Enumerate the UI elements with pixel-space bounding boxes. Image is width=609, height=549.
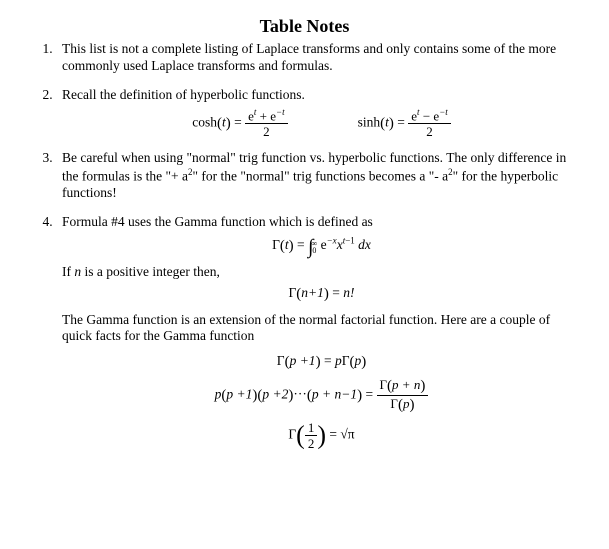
gamma-n1-formula: Γ(n+1) = n! <box>62 285 581 304</box>
gamma-n1-eq: = <box>329 285 343 300</box>
sinh-eq: = <box>394 114 408 129</box>
note-4-text-a: Formula #4 uses the Gamma function which… <box>62 214 373 229</box>
sinh-frac: et − e−t2 <box>408 108 451 138</box>
gamma-tm1-b: −1 <box>345 235 355 245</box>
gamma-n1-arg: n+1 <box>301 285 324 300</box>
note-4-text-c: is a positive integer then, <box>81 264 220 279</box>
f3-eq: = <box>326 427 340 442</box>
f2-p2: p +2 <box>262 387 288 402</box>
f2-eq: = <box>362 387 376 402</box>
f3-rhs: √π <box>340 427 354 442</box>
sinh-label: sinh <box>358 114 381 129</box>
f2-pn1: p + n−1 <box>312 387 357 402</box>
note-1-text: This list is not a complete listing of L… <box>62 41 556 73</box>
gamma-def-eq: = <box>294 237 308 252</box>
gamma-fact1: Γ(p +1) = pΓ(p) <box>62 353 581 372</box>
gamma-n1-rhs: n! <box>343 285 354 300</box>
cosh-formula: cosh(t) = et + e−t2 <box>192 108 287 138</box>
f1-eq: = <box>321 353 335 368</box>
cosh-exp2: −t <box>276 107 285 117</box>
note-3: Be careful when using "normal" trig func… <box>56 150 581 202</box>
f3-frac: 12 <box>305 421 318 450</box>
note-4: Formula #4 uses the Gamma function which… <box>56 214 581 450</box>
notes-list: This list is not a complete listing of L… <box>28 41 581 450</box>
note-1: This list is not a complete listing of L… <box>56 41 581 75</box>
gamma-negx: −x <box>327 235 337 245</box>
f2-num-g: Γ <box>380 377 388 392</box>
note-4-text-b: If <box>62 264 74 279</box>
note-2-text: Recall the definition of hyperbolic func… <box>62 87 305 102</box>
int-low: 0 <box>312 247 318 254</box>
integral-bounds: ∞0 <box>312 240 318 254</box>
note-2: Recall the definition of hyperbolic func… <box>56 87 581 138</box>
page: Table Notes This list is not a complete … <box>0 0 609 450</box>
cosh-eq: = <box>231 114 245 129</box>
cosh-den: 2 <box>245 124 288 138</box>
cosh-label: cosh <box>192 114 217 129</box>
f2-den-g: Γ <box>390 396 398 411</box>
f2-num-arg: p + n <box>392 377 420 392</box>
f3-den: 2 <box>305 436 318 450</box>
f1-g: Γ <box>277 353 285 368</box>
gamma-def-g: Γ <box>272 237 280 252</box>
f3-g: Γ <box>288 427 296 442</box>
gamma-def-formula: Γ(t) = ∫∞0 e−xxt−1 dx <box>62 235 581 260</box>
f1-p: p <box>335 353 342 368</box>
f3-num: 1 <box>305 421 318 436</box>
sinh-exp2: −t <box>439 107 448 117</box>
note-3-text-b: " for the "normal" trig functions become… <box>192 168 448 183</box>
cosh-plus: + <box>256 108 270 123</box>
sinh-minus: − <box>420 108 434 123</box>
note-4-text-d: The Gamma function is an extension of th… <box>62 312 581 346</box>
f2-frac: Γ(p + n)Γ(p) <box>377 378 429 413</box>
sinh-den: 2 <box>408 124 451 138</box>
f2-p1: p +1 <box>226 387 252 402</box>
cosh-frac: et + e−t2 <box>245 108 288 138</box>
f1-arg: p +1 <box>290 353 316 368</box>
note-2-formula-row: cosh(t) = et + e−t2 sinh(t) = et − e−t2 <box>62 108 581 138</box>
gamma-fact3: Γ(12) = √π <box>62 421 581 450</box>
page-title: Table Notes <box>28 16 581 37</box>
f1-g2: Γ <box>342 353 350 368</box>
sinh-formula: sinh(t) = et − e−t2 <box>358 108 451 138</box>
gamma-fact2: p(p +1)(p +2)···(p + n−1) = Γ(p + n)Γ(p) <box>62 378 581 413</box>
gamma-dx: dx <box>355 237 371 252</box>
f2-dots: ··· <box>293 387 307 402</box>
gamma-tm1: t−1 <box>343 235 355 245</box>
